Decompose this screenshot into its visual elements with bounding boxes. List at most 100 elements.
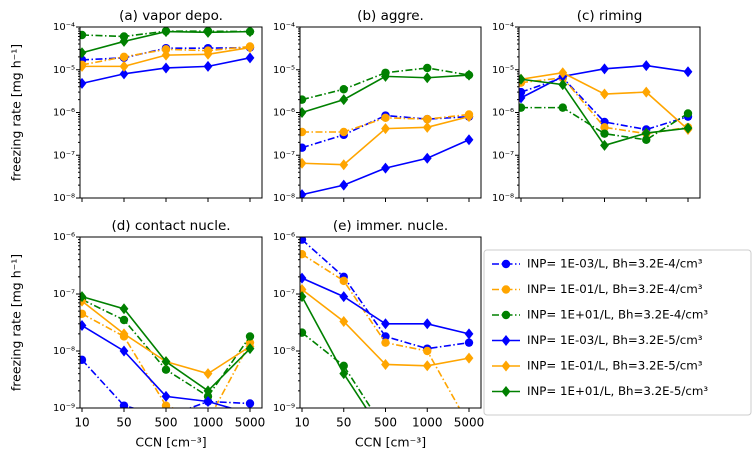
circle-marker [119,315,129,325]
circle-marker [300,143,307,152]
diamond-marker [464,69,474,81]
y-tick-label: 10⁻⁸ [273,346,295,357]
circle-marker [339,127,348,137]
y-tick-label: 10⁻⁴ [53,22,75,33]
legend-label: INP= 1E-03/L, Bh=3.2E-5/cm³ [527,333,703,347]
panel-title: (a) vapor depo. [119,8,223,24]
circle-marker [161,45,171,54]
axes-frame [79,26,263,199]
y-tick-label: 10⁻⁸ [53,193,75,204]
y-tick-label: 10⁻⁵ [492,65,514,76]
circle-marker [423,114,432,124]
diamond-marker [519,73,526,85]
diamond-marker [119,328,129,340]
diamond-marker [339,94,349,106]
diamond-marker [119,345,129,357]
circle-marker [80,309,87,318]
diamond-marker [683,122,693,134]
diamond-marker [464,111,474,123]
diamond-marker [422,152,432,164]
diamond-marker [600,88,609,100]
diamond-marker [119,68,129,80]
circle-marker [381,332,390,341]
diamond-marker [558,79,568,91]
circle-marker [161,401,171,408]
y-tick-label: 10⁻⁴ [273,22,295,33]
panel-title: (e) immer. nucle. [333,218,448,234]
diamond-marker [300,107,307,118]
y-tick-label: 10⁻⁹ [273,403,295,414]
diamond-marker [203,396,213,408]
panel-title: (d) contact nucle. [111,218,230,234]
circle-marker [80,30,87,40]
circle-marker [683,109,693,118]
diamond-marker [381,70,390,82]
circle-marker [300,328,307,337]
circle-marker [161,365,171,374]
x-tick-label: 500 [374,416,397,430]
diamond-marker [422,121,432,133]
series-line [301,239,470,350]
diamond-marker [119,303,129,315]
plot-area [300,63,474,198]
circle-marker [381,113,390,123]
circle-marker [339,85,348,94]
diamond-marker [80,291,87,303]
y-tick-label: 10⁻⁶ [53,108,75,119]
diamond-marker [245,42,255,54]
y-tick-label: 10⁻⁶ [273,232,295,243]
y-tick-label: 10⁻⁶ [53,232,75,243]
diamond-marker [119,60,129,72]
circle-marker [119,52,129,62]
diamond-marker [381,318,390,330]
x-tick-label: 5000 [235,416,266,430]
circle-marker [519,103,526,112]
series-line [81,359,251,408]
axes-frame [299,26,482,199]
diamond-marker [339,159,349,171]
legend-label: INP= 1E-01/L, Bh=3.2E-5/cm³ [527,359,703,373]
diamond-marker [641,60,651,72]
diamond-marker [300,291,307,303]
diamond-marker [558,67,568,79]
circle-marker [558,103,567,112]
diamond-marker [339,315,349,327]
diamond-marker [80,47,87,59]
series-line [301,332,372,408]
diamond-marker [245,52,255,64]
axes-frame [518,26,701,199]
legend-box [483,249,752,416]
circle-marker [642,135,651,144]
x-tick-label: 500 [155,416,178,430]
y-axis-label: freezing rate [mg h⁻¹] [9,254,24,391]
diamond-marker [161,390,171,402]
diamond-marker [683,66,693,78]
x-tick-label: 1000 [412,416,443,430]
series-line [81,313,251,408]
diamond-marker [464,328,474,340]
diamond-marker [300,272,307,284]
diamond-marker [80,77,87,89]
diamond-marker [381,123,390,135]
diamond-marker [381,162,390,174]
axes-frame [79,236,263,409]
circle-marker [339,361,348,370]
circle-marker [381,338,390,347]
circle-marker [464,338,474,347]
diamond-marker [203,368,213,380]
y-axis-label: freezing rate [mg h⁻¹] [9,44,24,181]
x-tick-label: 50 [116,416,131,430]
diamond-marker [300,157,307,169]
y-tick-label: 10⁻⁸ [53,346,75,357]
circle-marker [300,95,307,104]
circle-marker [245,399,255,408]
diamond-marker [464,352,474,364]
circle-marker [300,127,307,137]
y-tick-label: 10⁻⁷ [53,150,75,161]
series-line [81,295,251,392]
diamond-marker [161,49,171,61]
diamond-marker [464,134,474,146]
x-tick-label: 10 [294,416,309,430]
series-line [81,298,251,398]
